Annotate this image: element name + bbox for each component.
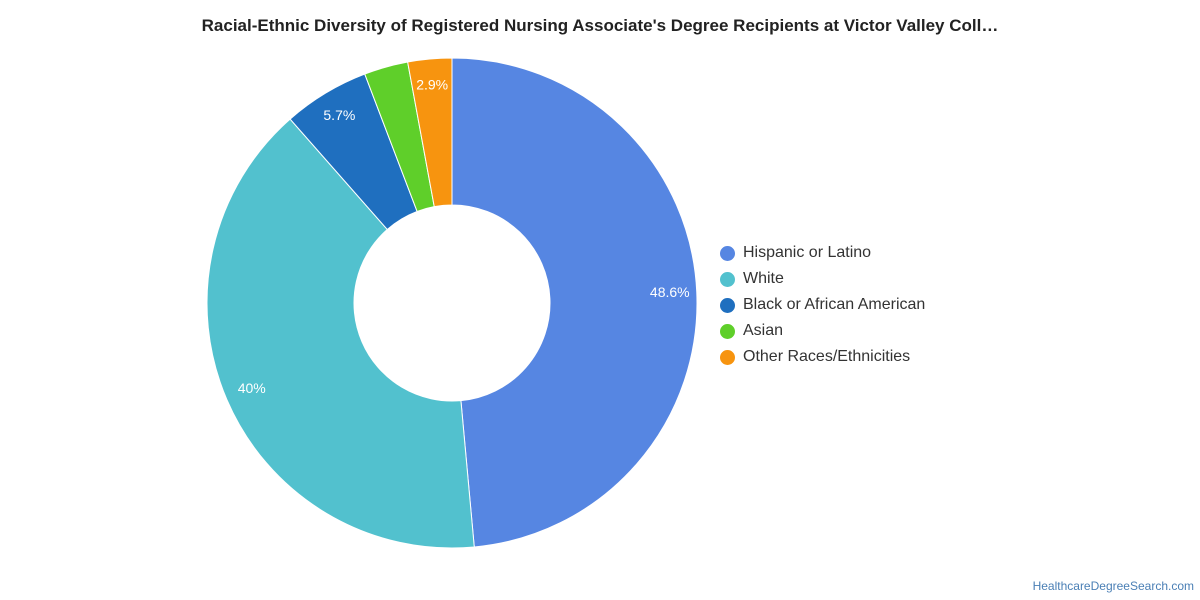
legend-swatch bbox=[720, 349, 735, 365]
data-label: 5.7% bbox=[323, 107, 355, 123]
legend-swatch bbox=[720, 245, 735, 261]
legend-swatch bbox=[720, 271, 735, 287]
slice-other-races-ethnicities[interactable] bbox=[407, 57, 453, 208]
legend-swatch bbox=[720, 323, 735, 339]
chart-title: Racial-Ethnic Diversity of Registered Nu… bbox=[201, 16, 999, 35]
legend-item[interactable]: Asian bbox=[720, 318, 925, 344]
legend-label: Other Races/Ethnicities bbox=[743, 348, 911, 365]
legend-item[interactable]: Other Races/Ethnicities bbox=[720, 344, 925, 370]
data-label: 48.6% bbox=[650, 284, 690, 300]
legend-item[interactable]: White bbox=[720, 266, 925, 292]
legend-label: Asian bbox=[743, 322, 784, 339]
source-link[interactable]: HealthcareDegreeSearch.com bbox=[1032, 579, 1194, 593]
legend-label: Hispanic or Latino bbox=[743, 244, 872, 261]
data-label: 2.9% bbox=[416, 77, 448, 93]
legend-item[interactable]: Black or African American bbox=[720, 292, 925, 318]
chart-legend: Hispanic or Latino White Black or African … bbox=[720, 240, 925, 370]
slice-hispanic-or-latino[interactable] bbox=[451, 57, 698, 548]
legend-swatch bbox=[720, 297, 735, 313]
legend-label: White bbox=[743, 270, 784, 287]
slice-white[interactable] bbox=[206, 118, 475, 549]
data-label: 40% bbox=[238, 380, 266, 396]
legend-label: Black or African American bbox=[743, 296, 926, 313]
legend-item[interactable]: Hispanic or Latino bbox=[720, 240, 925, 266]
